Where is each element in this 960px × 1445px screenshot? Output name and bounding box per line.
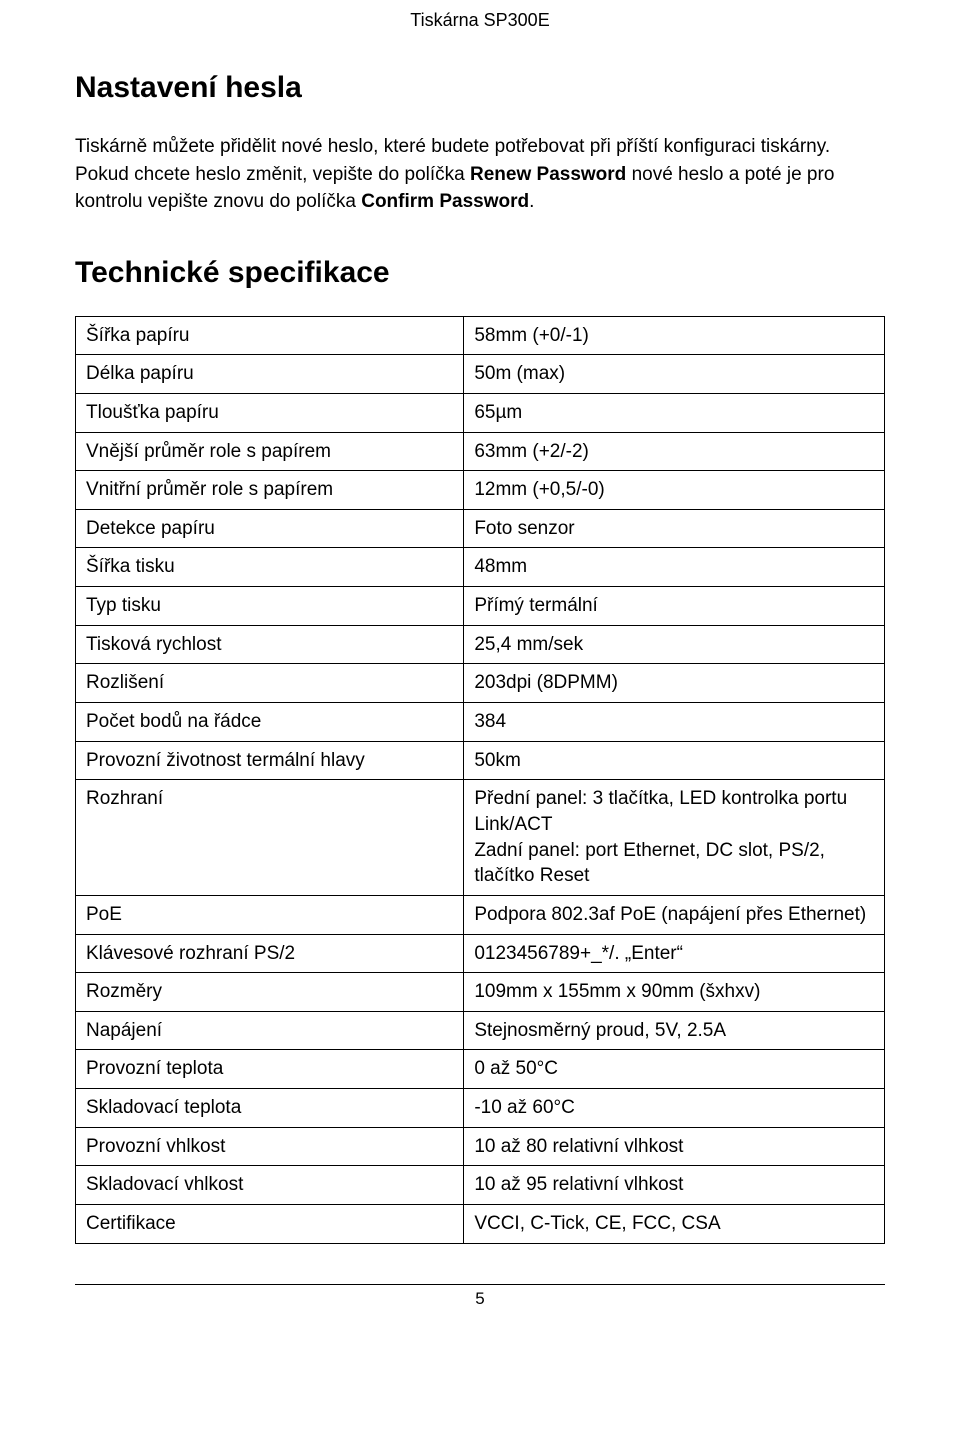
spec-key: Tisková rychlost — [76, 625, 464, 664]
subsection-title: Technické specifikace — [75, 256, 885, 290]
spec-value: Stejnosměrný proud, 5V, 2.5A — [464, 1011, 885, 1050]
table-row: Šířka tisku48mm — [76, 548, 885, 587]
table-row: Tisková rychlost25,4 mm/sek — [76, 625, 885, 664]
spec-value: Přímý termální — [464, 587, 885, 626]
intro-paragraph: Tiskárně můžete přidělit nové heslo, kte… — [75, 133, 885, 216]
table-row: CertifikaceVCCI, C-Tick, CE, FCC, CSA — [76, 1205, 885, 1244]
table-row: Šířka papíru58mm (+0/-1) — [76, 316, 885, 355]
spec-value: 0 až 50°C — [464, 1050, 885, 1089]
table-row: PoEPodpora 802.3af PoE (napájení přes Et… — [76, 895, 885, 934]
spec-value: 63mm (+2/-2) — [464, 432, 885, 471]
spec-key: Napájení — [76, 1011, 464, 1050]
table-row: Skladovací vhlkost10 až 95 relativní vlh… — [76, 1166, 885, 1205]
table-row: Detekce papíruFoto senzor — [76, 509, 885, 548]
table-row: Délka papíru50m (max) — [76, 355, 885, 394]
spec-value: 58mm (+0/-1) — [464, 316, 885, 355]
table-row: NapájeníStejnosměrný proud, 5V, 2.5A — [76, 1011, 885, 1050]
spec-key: Počet bodů na řádce — [76, 703, 464, 742]
spec-key: Detekce papíru — [76, 509, 464, 548]
table-row: Skladovací teplota-10 až 60°C — [76, 1089, 885, 1128]
spec-value: 48mm — [464, 548, 885, 587]
spec-key: Tloušťka papíru — [76, 393, 464, 432]
spec-key: Skladovací vhlkost — [76, 1166, 464, 1205]
spec-key: Vnější průměr role s papírem — [76, 432, 464, 471]
spec-value: 10 až 95 relativní vlhkost — [464, 1166, 885, 1205]
spec-value: Přední panel: 3 tlačítka, LED kontrolka … — [464, 780, 885, 896]
spec-table-body: Šířka papíru58mm (+0/-1)Délka papíru50m … — [76, 316, 885, 1243]
spec-key: Šířka papíru — [76, 316, 464, 355]
spec-value: Podpora 802.3af PoE (napájení přes Ether… — [464, 895, 885, 934]
spec-key: Klávesové rozhraní PS/2 — [76, 934, 464, 973]
spec-value: 25,4 mm/sek — [464, 625, 885, 664]
table-row: Vnitřní průměr role s papírem12mm (+0,5/… — [76, 471, 885, 510]
spec-key: Vnitřní průměr role s papírem — [76, 471, 464, 510]
spec-key: Rozlišení — [76, 664, 464, 703]
spec-key: Rozměry — [76, 973, 464, 1012]
table-row: Počet bodů na řádce384 — [76, 703, 885, 742]
table-row: Vnější průměr role s papírem63mm (+2/-2) — [76, 432, 885, 471]
spec-key: Šířka tisku — [76, 548, 464, 587]
table-row: Provozní teplota0 až 50°C — [76, 1050, 885, 1089]
spec-value: 12mm (+0,5/-0) — [464, 471, 885, 510]
document-page: Tiskárna SP300E Nastavení hesla Tiskárně… — [0, 0, 960, 1445]
table-row: Rozlišení203dpi (8DPMM) — [76, 664, 885, 703]
spec-table: Šířka papíru58mm (+0/-1)Délka papíru50m … — [75, 316, 885, 1244]
spec-value: -10 až 60°C — [464, 1089, 885, 1128]
paragraph-text: . — [529, 191, 534, 212]
spec-value: VCCI, C-Tick, CE, FCC, CSA — [464, 1205, 885, 1244]
bold-renew-password: Renew Password — [470, 164, 626, 185]
spec-value: 203dpi (8DPMM) — [464, 664, 885, 703]
table-row: Provozní vhlkost10 až 80 relativní vlhko… — [76, 1127, 885, 1166]
spec-value: 50m (max) — [464, 355, 885, 394]
table-row: Typ tiskuPřímý termální — [76, 587, 885, 626]
spec-key: Typ tisku — [76, 587, 464, 626]
page-footer: 5 — [75, 1284, 885, 1309]
bold-confirm-password: Confirm Password — [361, 191, 529, 212]
section-title: Nastavení hesla — [75, 71, 885, 105]
spec-key: Provozní životnost termální hlavy — [76, 741, 464, 780]
table-row: Rozměry109mm x 155mm x 90mm (šxhxv) — [76, 973, 885, 1012]
table-row: RozhraníPřední panel: 3 tlačítka, LED ko… — [76, 780, 885, 896]
spec-value: 10 až 80 relativní vlhkost — [464, 1127, 885, 1166]
document-header: Tiskárna SP300E — [75, 10, 885, 31]
spec-key: Provozní teplota — [76, 1050, 464, 1089]
spec-value: 384 — [464, 703, 885, 742]
spec-value: Foto senzor — [464, 509, 885, 548]
table-row: Tloušťka papíru65µm — [76, 393, 885, 432]
spec-key: Skladovací teplota — [76, 1089, 464, 1128]
spec-key: Certifikace — [76, 1205, 464, 1244]
spec-key: Provozní vhlkost — [76, 1127, 464, 1166]
spec-key: Rozhraní — [76, 780, 464, 896]
spec-value: 109mm x 155mm x 90mm (šxhxv) — [464, 973, 885, 1012]
spec-value: 50km — [464, 741, 885, 780]
spec-value: 0123456789+_*/. „Enter“ — [464, 934, 885, 973]
table-row: Klávesové rozhraní PS/20123456789+_*/. „… — [76, 934, 885, 973]
page-number: 5 — [75, 1284, 885, 1309]
spec-key: PoE — [76, 895, 464, 934]
table-row: Provozní životnost termální hlavy50km — [76, 741, 885, 780]
spec-key: Délka papíru — [76, 355, 464, 394]
spec-value: 65µm — [464, 393, 885, 432]
